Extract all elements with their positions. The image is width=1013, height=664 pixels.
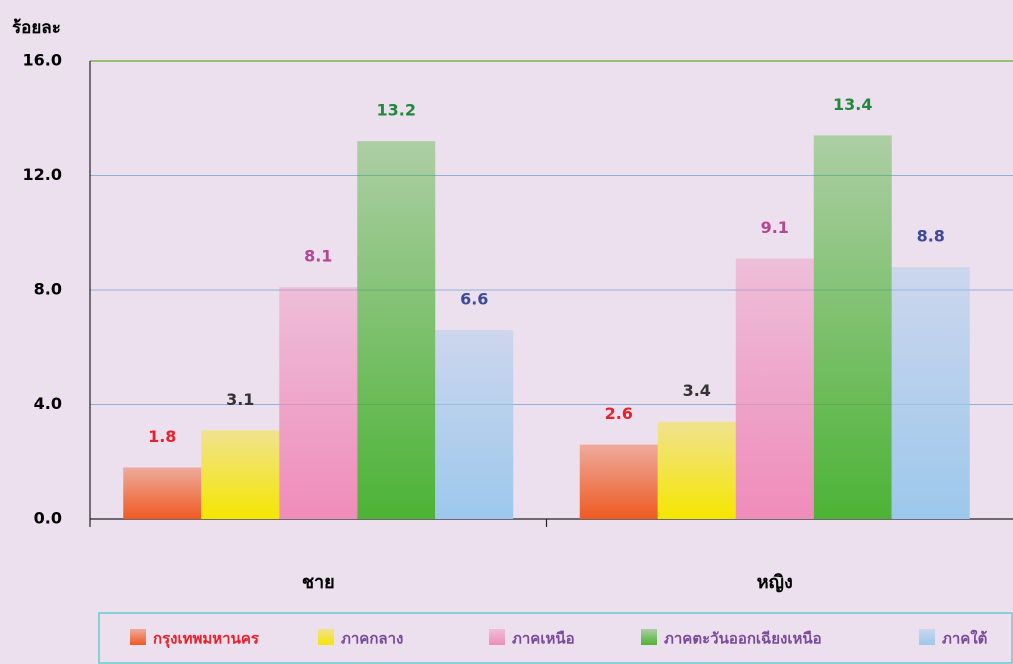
legend-swatch bbox=[919, 629, 935, 645]
bar bbox=[657, 421, 736, 519]
value-label: 8.8 bbox=[917, 227, 945, 246]
bar bbox=[579, 444, 658, 519]
value-label: 8.1 bbox=[304, 247, 332, 266]
bar bbox=[357, 141, 436, 519]
y-tick-label: 8.0 bbox=[34, 280, 62, 299]
bar bbox=[435, 330, 514, 519]
bar bbox=[735, 258, 814, 519]
legend-swatch bbox=[489, 629, 505, 645]
value-label: 9.1 bbox=[761, 218, 789, 237]
y-tick-label: 16.0 bbox=[23, 51, 62, 70]
value-label: 3.1 bbox=[226, 390, 254, 409]
bar bbox=[279, 287, 358, 519]
legend-label: ภาคใต้ bbox=[942, 630, 987, 648]
y-tick-label: 4.0 bbox=[34, 394, 62, 413]
legend-label: ภาคตะวันออกเฉียงเหนือ bbox=[664, 630, 822, 648]
legend-label: ภาคกลาง bbox=[341, 630, 403, 648]
x-tick-label: ชาย bbox=[302, 572, 335, 593]
value-label: 1.8 bbox=[148, 427, 176, 446]
legend-label: กรุงเทพมหานคร bbox=[153, 630, 260, 649]
bar bbox=[123, 467, 202, 519]
y-tick-label: 0.0 bbox=[34, 509, 62, 528]
legend-swatch bbox=[641, 629, 657, 645]
x-tick-label: หญิง bbox=[757, 572, 793, 593]
legend-box bbox=[98, 612, 1013, 664]
value-label: 13.4 bbox=[833, 95, 872, 114]
legend-swatch bbox=[318, 629, 334, 645]
value-label: 13.2 bbox=[377, 101, 416, 120]
bar bbox=[201, 430, 280, 519]
legend-swatch bbox=[130, 629, 146, 645]
y-tick-label: 12.0 bbox=[23, 165, 62, 184]
value-label: 2.6 bbox=[605, 404, 633, 423]
legend-label: ภาคเหนือ bbox=[512, 630, 575, 648]
y-axis-label: ร้อยละ bbox=[12, 18, 61, 38]
value-label: 6.6 bbox=[460, 290, 488, 309]
bar bbox=[891, 267, 970, 519]
value-label: 3.4 bbox=[683, 381, 711, 400]
bar bbox=[813, 135, 892, 520]
